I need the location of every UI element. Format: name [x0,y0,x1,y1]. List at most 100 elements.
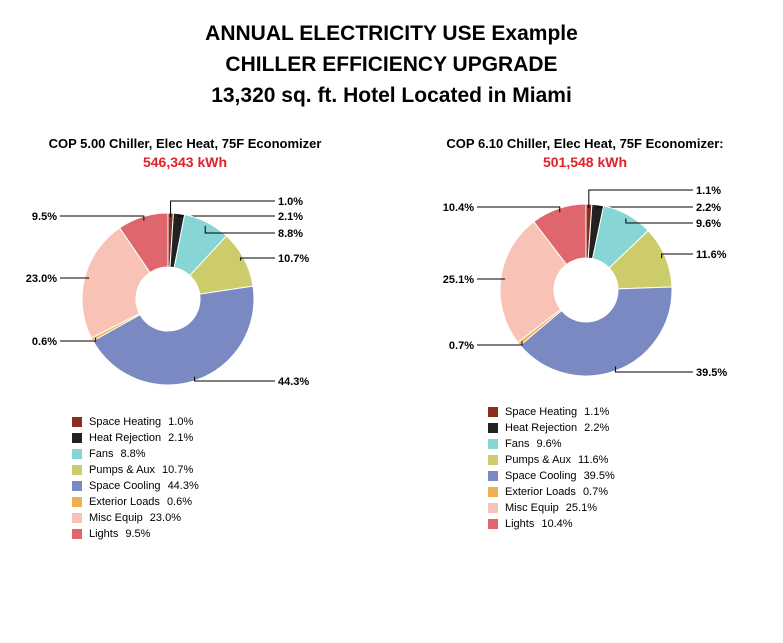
chart-2-legend-item-fans: Fans 9.6% [488,436,615,452]
legend-value: 23.0% [149,512,181,524]
chart-1-leader-misc-equip [60,277,90,279]
chart-2-total: 501,548 kWh [542,154,628,170]
main-title-line-3: 13,320 sq. ft. Hotel Located in Miami [211,84,572,107]
legend-value: 44.3% [167,480,199,492]
chart-1-legend-item-exterior-loads: Exterior Loads 0.6% [72,494,199,510]
legend-swatch [488,423,498,433]
legend-value: 10.4% [541,518,573,530]
chart-1-leader-space-heating [170,200,275,218]
chart-1-label-heat-rejection: 2.1% [278,211,303,223]
chart-2-legend: Space Heating 1.1% Heat Rejection 2.2% Fans 9… [488,404,615,532]
legend-label: Heat Rejection [505,422,578,434]
legend-label: Space Heating [89,416,162,428]
chart-2-label-lights: 10.4% [443,202,474,214]
chart-1-label-exterior-loads: 0.6% [32,336,57,348]
legend-label: Lights [89,528,119,540]
chart-2-legend-item-heat-rejection: Heat Rejection 2.2% [488,420,615,436]
chart-2-leader-pumps-aux [661,253,693,259]
chart-1-leader-exterior-loads [60,337,97,342]
chart-1-legend-item-misc-equip: Misc Equip 23.0% [72,510,199,526]
chart-2-legend-item-lights: Lights 10.4% [488,516,615,532]
chart-2-leader-fans [625,218,693,224]
legend-value: 0.6% [166,496,193,508]
legend-value: 2.2% [584,422,610,434]
legend-swatch [488,407,498,417]
chart-1-label-lights: 9.5% [32,211,57,223]
chart-2-label-exterior-loads: 0.7% [449,340,474,352]
chart-1-legend-item-space-heating: Space Heating 1.0% [72,414,199,430]
legend-swatch [488,503,498,513]
legend-label: Fans [89,448,114,460]
legend-label: Exterior Loads [505,486,576,498]
chart-1-slice-misc-equip [81,227,151,339]
chart-1-legend-item-fans: Fans 8.8% [72,446,199,462]
main-title-line-2: CHILLER EFFICIENCY UPGRADE [225,53,558,76]
chart-2-legend-item-pumps-aux: Pumps & Aux 11.6% [488,452,615,468]
chart-2-legend-item-exterior-loads: Exterior Loads 0.7% [488,484,615,500]
legend-label: Lights [505,518,535,530]
chart-2-legend-item-misc-equip: Misc Equip 25.1% [488,500,615,516]
legend-value: 1.1% [584,406,610,418]
legend-swatch [72,513,82,523]
legend-value: 9.5% [125,528,151,540]
legend-value: 39.5% [583,470,615,482]
chart-1-leader-space-cooling [194,376,275,382]
legend-label: Exterior Loads [89,496,160,508]
legend-label: Fans [505,438,530,450]
legend-swatch [72,433,82,443]
legend-label: Misc Equip [505,502,559,514]
chart-2-slice-misc-equip [499,220,568,344]
chart-1-label-space-cooling: 44.3% [278,376,309,388]
chart-1-leader-pumps-aux [239,257,275,261]
legend-label: Pumps & Aux [89,464,156,476]
legend-swatch [72,529,82,539]
legend-label: Space Cooling [505,470,577,482]
chart-2-leader-space-heating [588,189,693,209]
chart-1-leader-heat-rejection [178,215,275,218]
chart-1-legend-item-pumps-aux: Pumps & Aux 10.7% [72,462,199,478]
legend-swatch [72,481,82,491]
chart-1-label-space-heating: 1.0% [278,196,303,208]
chart-1-leader-fans [204,225,275,234]
chart-2-label-pumps-aux: 11.6% [696,249,727,261]
chart-1-legend-item-lights: Lights 9.5% [72,526,199,542]
legend-swatch [72,449,82,459]
chart-1-slice-space-cooling [92,285,255,386]
legend-label: Space Heating [505,406,578,418]
legend-label: Space Cooling [89,480,161,492]
legend-swatch [72,465,82,475]
chart-1-leader-lights [60,215,145,221]
chart-1-label-pumps-aux: 10.7% [278,253,309,265]
chart-2-leader-space-cooling [614,366,693,373]
chart-2-leader-lights [477,206,561,213]
legend-label: Heat Rejection [89,432,162,444]
legend-value: 2.1% [168,432,194,444]
legend-value: 1.0% [168,416,194,428]
legend-swatch [72,497,82,507]
legend-swatch [488,439,498,449]
legend-swatch [488,487,498,497]
legend-label: Pumps & Aux [505,454,572,466]
legend-swatch [488,519,498,529]
legend-value: 10.7% [162,464,194,476]
chart-2-leader-exterior-loads [477,341,523,346]
chart-2-legend-item-space-cooling: Space Cooling 39.5% [488,468,615,484]
main-title-line-1: ANNUAL ELECTRICITY USE Example [205,22,578,45]
legend-value: 11.6% [578,454,609,466]
chart-2-label-space-heating: 1.1% [696,185,721,197]
chart-1-label-fans: 8.8% [278,228,303,240]
legend-value: 0.7% [582,486,609,498]
chart-2-leader-heat-rejection [596,206,693,209]
chart-1-slice-lights [118,212,169,274]
legend-swatch [72,417,82,427]
legend-label: Misc Equip [89,512,143,524]
chart-2-subtitle: COP 6.10 Chiller, Elec Heat, 75F Economi… [446,136,724,151]
legend-value: 9.6% [536,438,562,450]
chart-2-slice-space-cooling [519,286,673,377]
legend-value: 8.8% [120,448,146,460]
chart-2-label-space-cooling: 39.5% [696,367,727,379]
legend-swatch [488,455,498,465]
chart-2-label-misc-equip: 25.1% [443,274,474,286]
legend-value: 25.1% [565,502,597,514]
